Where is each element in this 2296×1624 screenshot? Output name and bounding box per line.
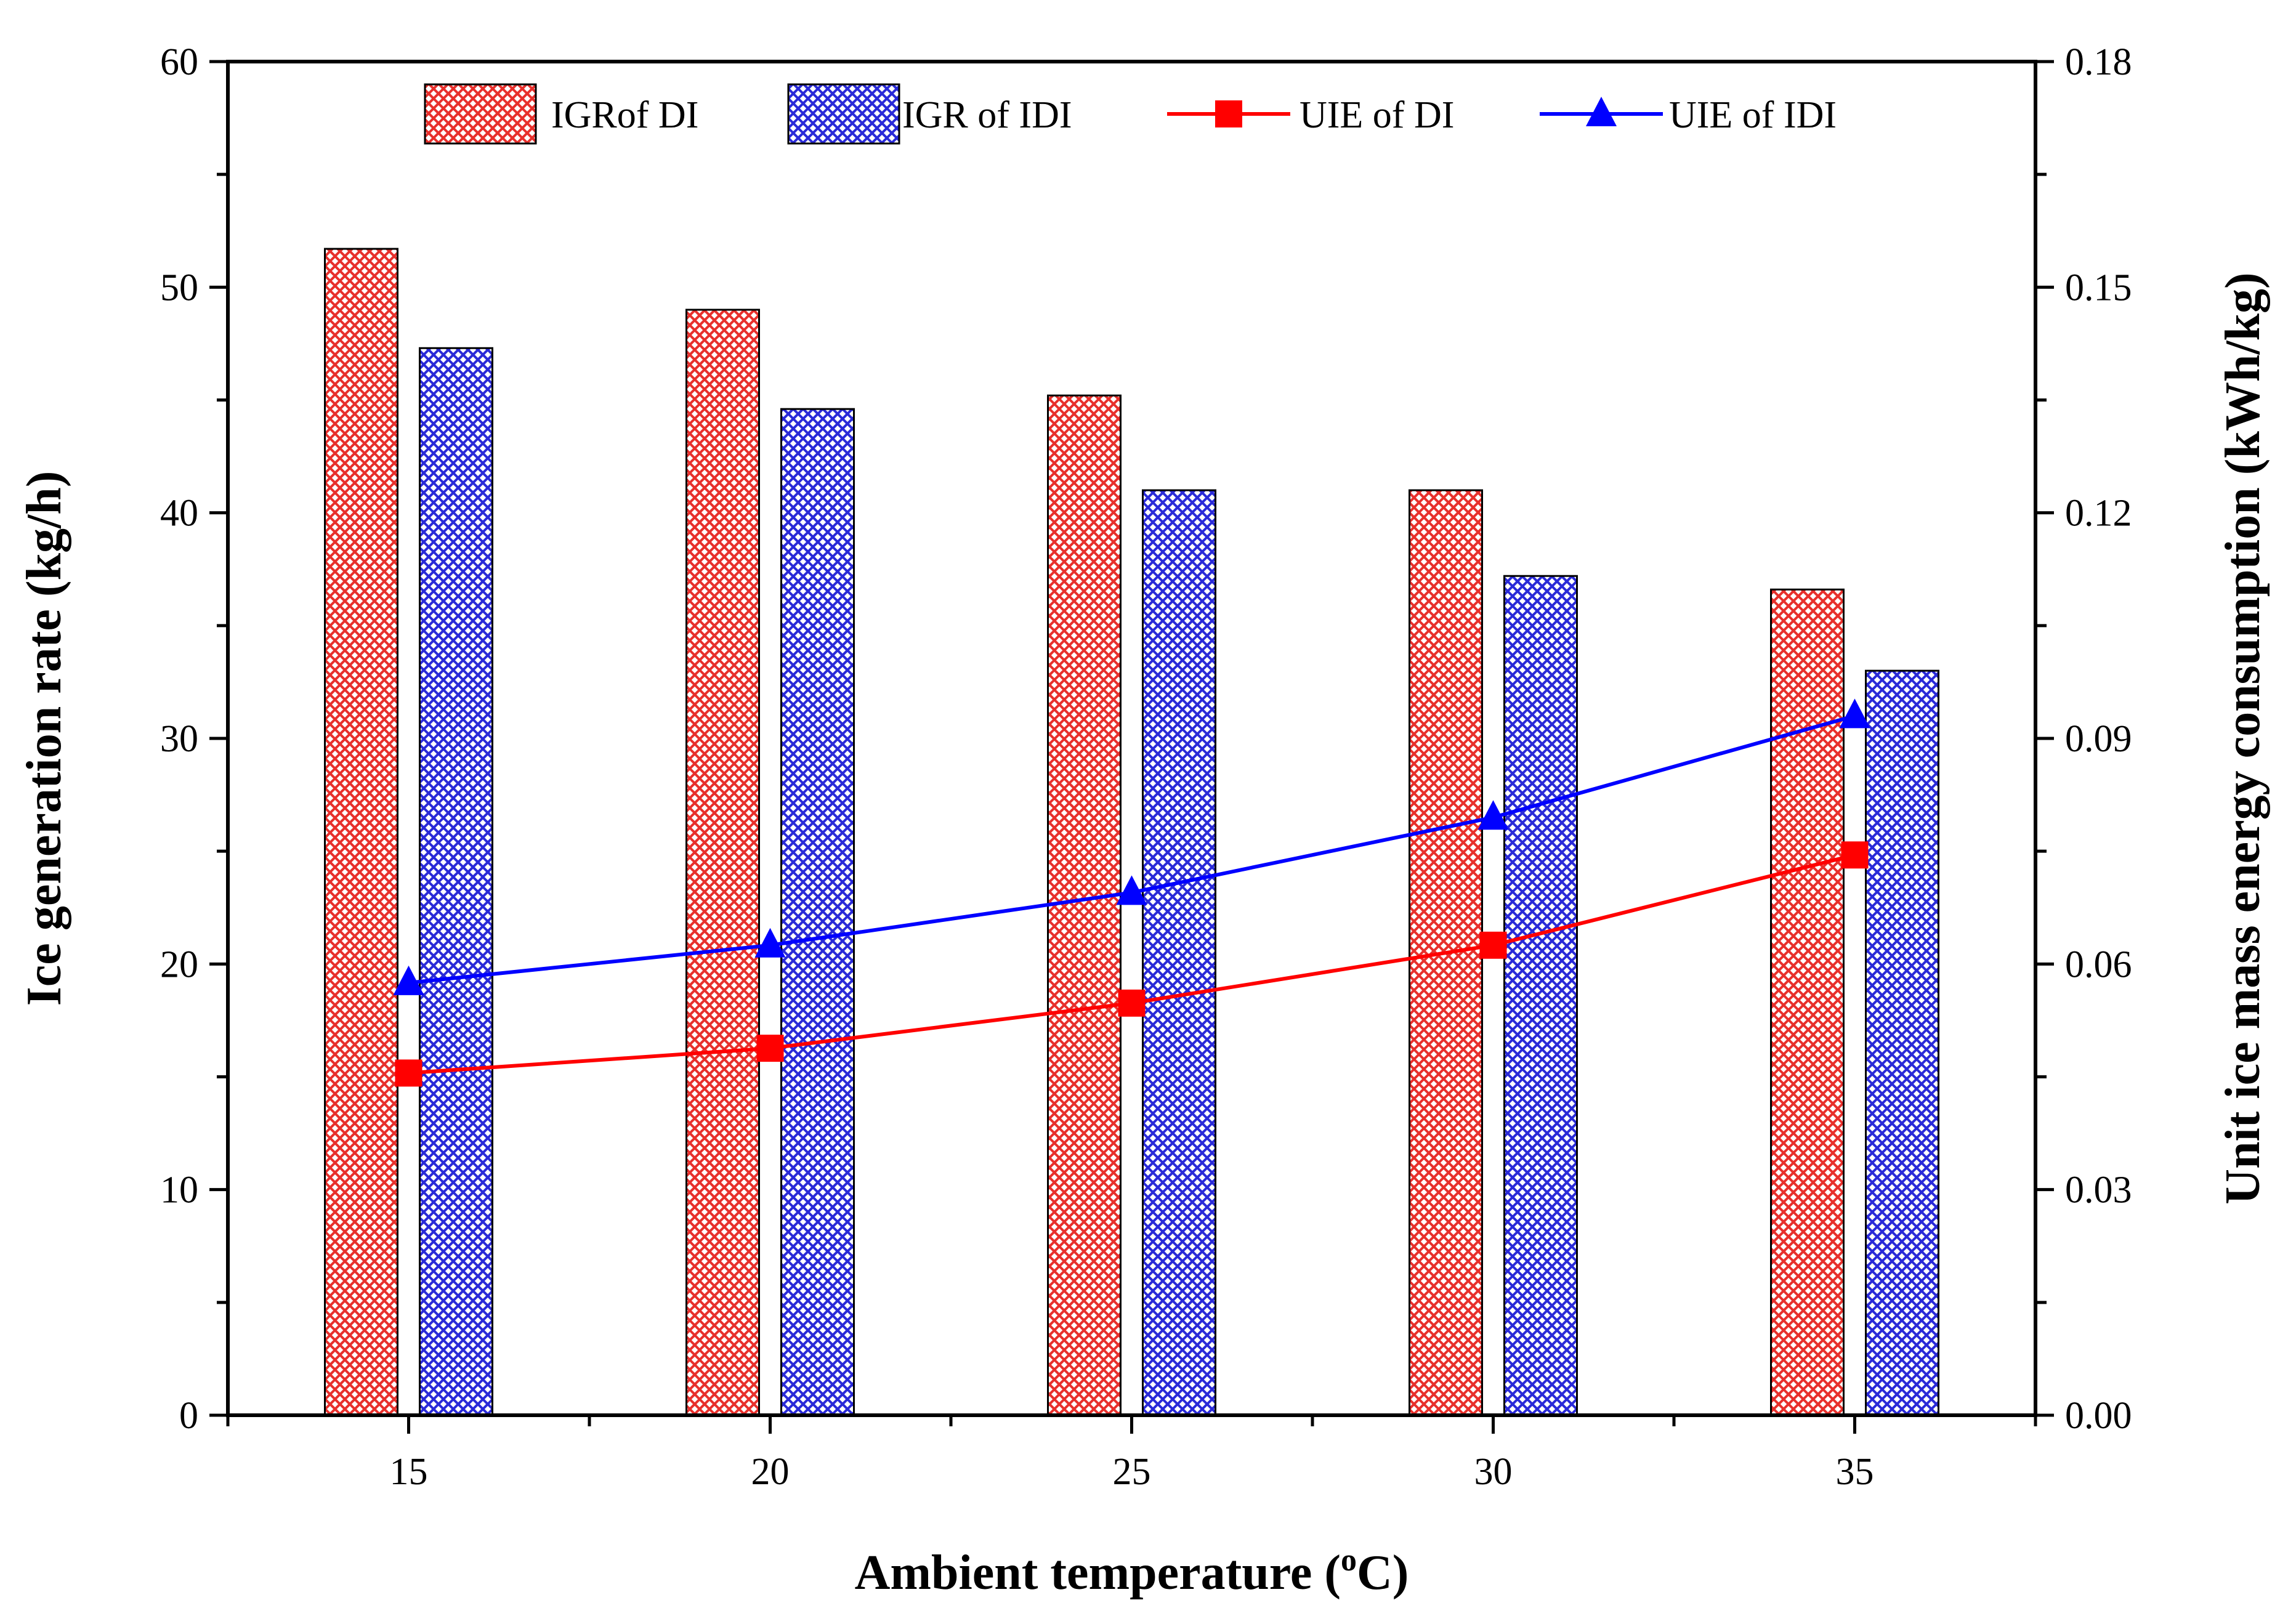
x-tick-label: 25 (1113, 1451, 1151, 1493)
y2-tick-label: 0.15 (2065, 267, 2132, 309)
legend-label-uie-idi: UIE of IDI (1669, 94, 1837, 136)
bar-igr-idi-20 (780, 408, 855, 1416)
y-axis-right: 0.00 0.03 0.06 0.09 0.12 0.15 0.18 (2035, 41, 2132, 1437)
legend-marker-uie-idi (1586, 97, 1617, 126)
y-tick-label: 40 (160, 493, 198, 535)
x-axis-title-unit: C) (1357, 1546, 1409, 1600)
legend-swatch-igr-idi (787, 83, 900, 145)
legend-swatch-igr-di (424, 83, 537, 145)
bar-group (324, 248, 1939, 1416)
y-tick-label: 50 (160, 267, 198, 309)
point-uie-idi-20 (754, 927, 786, 958)
point-uie-di-15 (395, 1059, 422, 1087)
x-tick-label: 20 (751, 1451, 790, 1493)
y-tick-label: 0 (179, 1395, 198, 1437)
y2-tick-label: 0.03 (2065, 1170, 2132, 1211)
point-uie-di-30 (1479, 931, 1507, 959)
y2-axis-title: Unit ice mass energy consumption (kWh/kg… (2216, 272, 2270, 1204)
y-tick-label: 60 (160, 41, 198, 83)
x-axis-title-main: Ambient temperature ( (855, 1546, 1341, 1600)
y2-tick-label: 0.00 (2065, 1395, 2132, 1437)
bar-igr-idi-15 (419, 347, 493, 1416)
y2-tick-label: 0.18 (2065, 41, 2132, 83)
x-tick-label: 30 (1474, 1451, 1513, 1493)
bar-igr-di-20 (685, 309, 760, 1416)
x-tick-label: 35 (1836, 1451, 1874, 1493)
y-axis-title: Ice generation rate (kg/h) (17, 471, 71, 1006)
legend: IGRof DI IGR of IDI UIE of DI UIE of IDI (424, 83, 1837, 145)
legend-label-igr-di: IGRof DI (551, 94, 698, 136)
legend-label-uie-di: UIE of DI (1300, 94, 1454, 136)
bar-igr-di-35 (1770, 588, 1845, 1416)
bar-igr-idi-35 (1865, 669, 1939, 1416)
point-uie-di-20 (756, 1035, 784, 1062)
y-axis-left: 0 10 20 30 40 50 60 (160, 41, 228, 1437)
point-uie-di-35 (1841, 841, 1869, 869)
bar-igr-di-25 (1047, 394, 1122, 1416)
line-group (393, 698, 1870, 1087)
point-uie-idi-30 (1477, 800, 1509, 830)
y-tick-label: 20 (160, 943, 198, 985)
plot-frame (226, 60, 2037, 1417)
bar-igr-di-15 (324, 248, 398, 1416)
bar-igr-idi-25 (1142, 489, 1216, 1416)
bar-igr-idi-30 (1503, 575, 1578, 1416)
x-axis-title-degree: o (1341, 1543, 1357, 1578)
y2-tick-label: 0.09 (2065, 718, 2132, 760)
point-uie-idi-25 (1116, 875, 1147, 905)
line-uie-idi (408, 714, 1856, 985)
y2-tick-label: 0.12 (2065, 493, 2132, 535)
y-tick-label: 30 (160, 718, 198, 760)
point-uie-idi-35 (1839, 698, 1870, 729)
y2-tick-label: 0.06 (2065, 943, 2132, 985)
point-uie-idi-15 (393, 965, 424, 995)
point-uie-di-25 (1118, 989, 1146, 1017)
x-axis: 15 20 25 30 35 (226, 1413, 2037, 1493)
legend-label-igr-idi: IGR of IDI (902, 94, 1072, 136)
x-axis-title: Ambient temperature (oC) (855, 1543, 1409, 1600)
x-tick-label: 15 (390, 1451, 428, 1493)
legend-marker-uie-di (1215, 100, 1242, 127)
y-tick-label: 10 (160, 1170, 198, 1211)
